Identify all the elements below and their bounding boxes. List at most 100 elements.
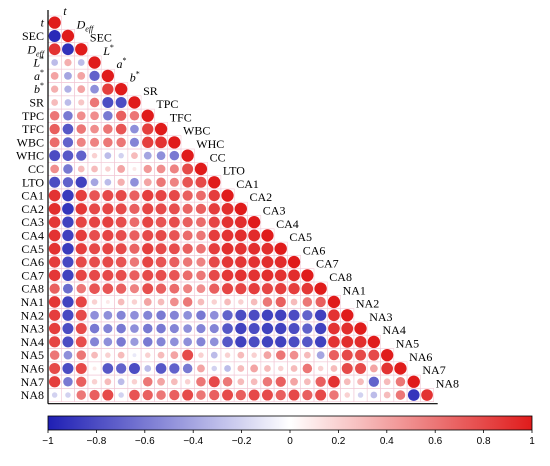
correlation-point	[157, 298, 165, 306]
correlation-point	[208, 269, 220, 281]
correlation-point	[261, 309, 274, 321]
diagonal-label: CA7	[316, 257, 339, 271]
correlation-point	[48, 242, 61, 255]
correlation-point	[65, 392, 71, 398]
correlation-point	[89, 97, 100, 108]
correlation-point	[62, 177, 74, 188]
correlation-point	[49, 110, 60, 121]
correlation-point	[49, 176, 61, 188]
correlation-point	[129, 110, 140, 121]
correlation-point	[142, 189, 154, 202]
correlation-point	[395, 390, 406, 400]
correlation-point	[48, 322, 61, 335]
correlation-point	[118, 152, 124, 159]
diagonal-label: CA5	[289, 230, 312, 244]
correlation-point	[184, 378, 191, 385]
row-label: Deff	[26, 42, 45, 58]
diagonal-label: CA1	[236, 177, 259, 191]
correlation-point	[62, 150, 74, 161]
correlation-point	[130, 310, 139, 320]
row-label: NA4	[21, 335, 44, 349]
diagonal-label: CC	[210, 150, 226, 164]
correlation-point	[62, 309, 74, 321]
correlation-point	[209, 337, 219, 347]
diagonal-label: LTO	[223, 164, 245, 178]
correlation-point	[75, 256, 87, 268]
correlation-point	[314, 282, 327, 295]
correlation-point	[78, 99, 85, 106]
correlation-point	[132, 353, 137, 358]
correlation-point	[89, 70, 100, 81]
correlation-point	[102, 190, 114, 202]
correlation-point	[156, 323, 166, 334]
row-label: CC	[28, 162, 44, 176]
colorbar-gradient	[47, 415, 533, 431]
correlation-point	[155, 216, 167, 228]
correlation-point	[210, 351, 218, 359]
correlation-point	[235, 256, 247, 268]
correlation-point	[117, 165, 126, 173]
correlation-point	[48, 16, 61, 29]
correlation-point	[407, 389, 420, 401]
correlation-point	[196, 230, 206, 241]
correlation-point	[234, 229, 247, 242]
correlation-point	[49, 362, 61, 374]
correlation-point	[275, 376, 286, 387]
correlation-point	[209, 310, 219, 320]
correlation-point	[170, 351, 179, 360]
correlation-point	[62, 189, 74, 202]
correlation-point	[302, 336, 313, 348]
correlation-point	[155, 256, 167, 268]
correlation-point	[156, 337, 166, 347]
diagonal-label: TFC	[170, 110, 192, 124]
correlation-point	[142, 283, 154, 295]
diagonal-label: CA8	[329, 270, 352, 284]
correlation-point	[75, 269, 87, 281]
colorbar-tick-label: 0.8	[477, 436, 491, 447]
correlation-point	[89, 389, 100, 401]
correlation-point	[183, 324, 192, 333]
correlation-point	[274, 242, 287, 255]
correlation-point	[357, 392, 364, 398]
correlation-point	[182, 203, 193, 214]
correlation-point	[221, 202, 234, 215]
correlation-point	[115, 269, 127, 281]
correlation-point	[288, 282, 300, 295]
correlation-point	[129, 257, 140, 267]
row-label: a*	[34, 68, 44, 83]
correlation-point	[48, 29, 61, 42]
correlation-point	[103, 310, 113, 320]
correlation-point	[235, 336, 247, 348]
row-label: SR	[29, 95, 44, 109]
correlation-point	[49, 350, 60, 360]
correlation-point	[395, 376, 406, 387]
correlation-point	[156, 390, 166, 400]
correlation-point	[91, 165, 98, 173]
correlation-point	[142, 136, 154, 149]
correlation-point	[288, 269, 300, 282]
correlation-point	[168, 216, 180, 228]
correlation-point	[314, 309, 327, 321]
correlation-point	[105, 300, 110, 304]
correlation-point	[301, 282, 314, 295]
row-label: L*	[32, 55, 44, 70]
correlation-point	[261, 283, 274, 295]
correlation-point	[341, 309, 354, 322]
correlation-point	[103, 110, 113, 121]
correlation-point	[344, 392, 351, 398]
correlation-point	[315, 376, 326, 387]
correlation-point	[48, 309, 61, 321]
correlation-point	[238, 299, 244, 305]
correlation-point	[315, 389, 327, 401]
correlation-point	[221, 242, 234, 255]
correlation-point	[115, 203, 127, 215]
correlation-point	[77, 165, 85, 173]
correlation-point	[50, 164, 59, 174]
correlation-point	[143, 310, 153, 320]
correlation-point	[102, 269, 114, 281]
correlation-point	[48, 269, 61, 282]
correlation-point	[75, 189, 87, 202]
correlation-point	[62, 323, 74, 335]
correlation-point	[355, 349, 367, 361]
correlation-point	[103, 337, 113, 347]
